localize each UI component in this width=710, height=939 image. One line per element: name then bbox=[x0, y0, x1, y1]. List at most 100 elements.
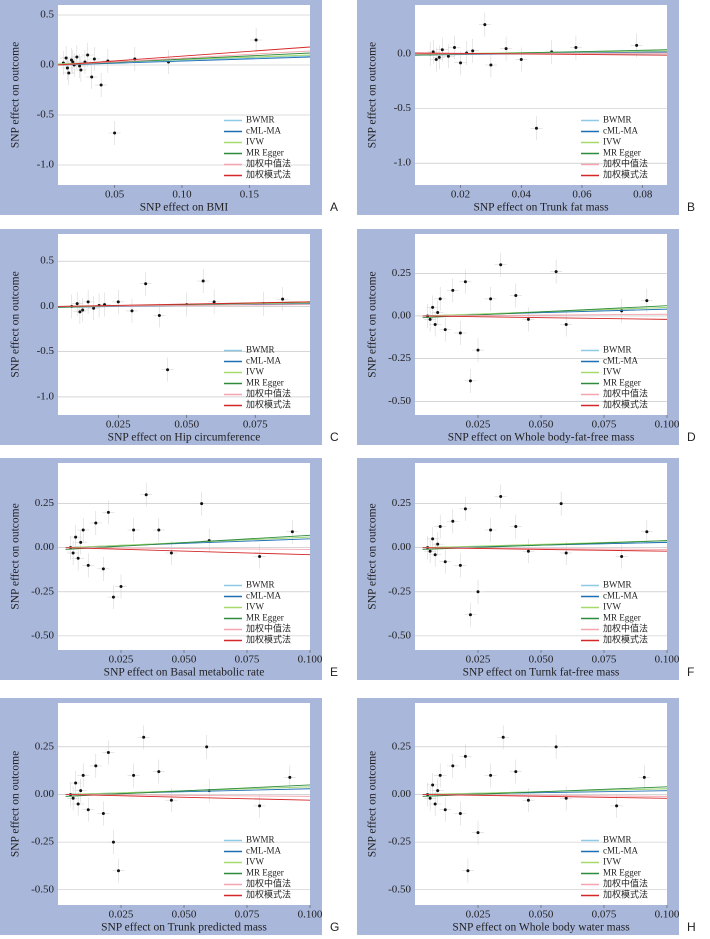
legend-label: IVW bbox=[246, 367, 264, 377]
point bbox=[78, 310, 82, 314]
legend-label: cML-MA bbox=[603, 591, 638, 601]
x-axis-label: SNP effect on Trunk predicted mass bbox=[101, 922, 267, 934]
legend-label: IVW bbox=[603, 857, 621, 867]
regression-line bbox=[422, 794, 668, 799]
x-tick-label: 0.075 bbox=[592, 419, 617, 431]
point bbox=[437, 55, 441, 59]
regression-line bbox=[65, 534, 311, 550]
x-axis-label: SNP effect on Basal metabolic rate bbox=[104, 667, 265, 679]
y-tick-label: 0.0 bbox=[40, 59, 54, 71]
point bbox=[106, 751, 110, 755]
legend-label: BWMR bbox=[603, 580, 632, 590]
plot-area bbox=[58, 703, 310, 905]
y-tick-label: -0.25 bbox=[388, 585, 411, 597]
legend-label: IVW bbox=[603, 137, 621, 147]
point bbox=[144, 493, 148, 497]
point bbox=[144, 282, 148, 286]
point bbox=[130, 309, 134, 313]
regression-line bbox=[57, 304, 311, 307]
point bbox=[436, 789, 440, 793]
legend-label: cML-MA bbox=[246, 591, 281, 601]
x-tick-label: 0.100 bbox=[298, 909, 323, 921]
point bbox=[86, 808, 90, 812]
point bbox=[519, 58, 523, 62]
y-tick-label: -0.25 bbox=[388, 352, 411, 364]
legend-label: MR Egger bbox=[246, 613, 284, 623]
point bbox=[288, 775, 292, 779]
point bbox=[451, 519, 455, 523]
x-tick-label: 0.100 bbox=[655, 909, 680, 921]
x-axis-label: SNP effect on BMI bbox=[140, 202, 229, 214]
point bbox=[101, 567, 105, 571]
legend-label: 加权模式法 bbox=[603, 169, 648, 180]
regression-line bbox=[422, 313, 668, 317]
point bbox=[111, 840, 115, 844]
point bbox=[615, 804, 619, 808]
point bbox=[113, 131, 117, 135]
point bbox=[142, 735, 146, 739]
panel: -0.50 -0.25 0.00 0.25 0.025 0.050 0.075 0.100 SN… bbox=[0, 698, 339, 935]
point bbox=[79, 68, 83, 72]
x-tick-label: 0.08 bbox=[633, 189, 653, 201]
point bbox=[157, 770, 161, 774]
legend-label: cML-MA bbox=[603, 356, 638, 366]
point bbox=[635, 43, 639, 47]
point bbox=[94, 764, 98, 768]
point bbox=[526, 549, 530, 553]
point bbox=[200, 502, 204, 506]
legend-label: 加权中值法 bbox=[246, 388, 291, 399]
point bbox=[106, 510, 110, 514]
point bbox=[74, 781, 78, 785]
legend-label: 加权中值法 bbox=[603, 158, 648, 169]
regression-line bbox=[65, 794, 311, 801]
point bbox=[436, 311, 440, 315]
x-axis-label: SNP effect on Hip circumference bbox=[108, 432, 261, 444]
point bbox=[476, 590, 480, 594]
point bbox=[86, 563, 90, 567]
point bbox=[499, 495, 503, 499]
legend-label: MR Egger bbox=[603, 868, 641, 878]
point bbox=[483, 23, 487, 27]
x-tick-label: 0.050 bbox=[172, 654, 197, 666]
x-axis-label: SNP effect on Whole body-fat-free mass bbox=[448, 432, 635, 444]
y-tick-label: 0.25 bbox=[35, 497, 55, 509]
legend-label: 加权模式法 bbox=[246, 169, 291, 180]
y-axis-label: SNP effect on outcome bbox=[10, 271, 22, 377]
y-tick-label: -0.5 bbox=[37, 345, 55, 357]
y-tick-label: -0.25 bbox=[31, 585, 54, 597]
legend-label: MR Egger bbox=[603, 148, 641, 158]
point bbox=[81, 528, 85, 532]
x-axis-label: SNP effect on Whole body water mass bbox=[452, 922, 630, 934]
panel: -1.0 -0.5 0.0 0.02 0.04 0.06 0.08 SNP effect on… bbox=[357, 0, 695, 215]
point bbox=[514, 293, 518, 297]
point bbox=[645, 530, 649, 534]
point bbox=[75, 55, 79, 59]
y-tick-label: -0.50 bbox=[388, 883, 411, 895]
legend-label: 加权中值法 bbox=[603, 388, 648, 399]
plot-area bbox=[58, 5, 310, 185]
point bbox=[463, 507, 467, 511]
regression-line bbox=[65, 547, 311, 556]
legend-label: IVW bbox=[603, 602, 621, 612]
y-tick-label: -1.0 bbox=[394, 157, 412, 169]
point bbox=[81, 773, 85, 777]
x-tick-label: 0.025 bbox=[106, 419, 131, 431]
point bbox=[526, 317, 530, 321]
panel-letter: C bbox=[330, 430, 339, 444]
regression-line bbox=[65, 794, 311, 797]
y-tick-label: 0.25 bbox=[392, 497, 412, 509]
y-axis-label: SNP effect on outcome bbox=[10, 751, 22, 857]
point bbox=[71, 551, 75, 555]
regression-line bbox=[57, 301, 311, 307]
point bbox=[254, 38, 258, 42]
point bbox=[258, 804, 262, 808]
point bbox=[205, 745, 209, 749]
regression-line bbox=[422, 315, 668, 320]
x-tick-label: 0.050 bbox=[529, 909, 554, 921]
point bbox=[76, 556, 80, 560]
point bbox=[463, 754, 467, 758]
panel-letter: D bbox=[687, 430, 696, 444]
point bbox=[440, 48, 444, 52]
legend-label: BWMR bbox=[603, 345, 632, 355]
